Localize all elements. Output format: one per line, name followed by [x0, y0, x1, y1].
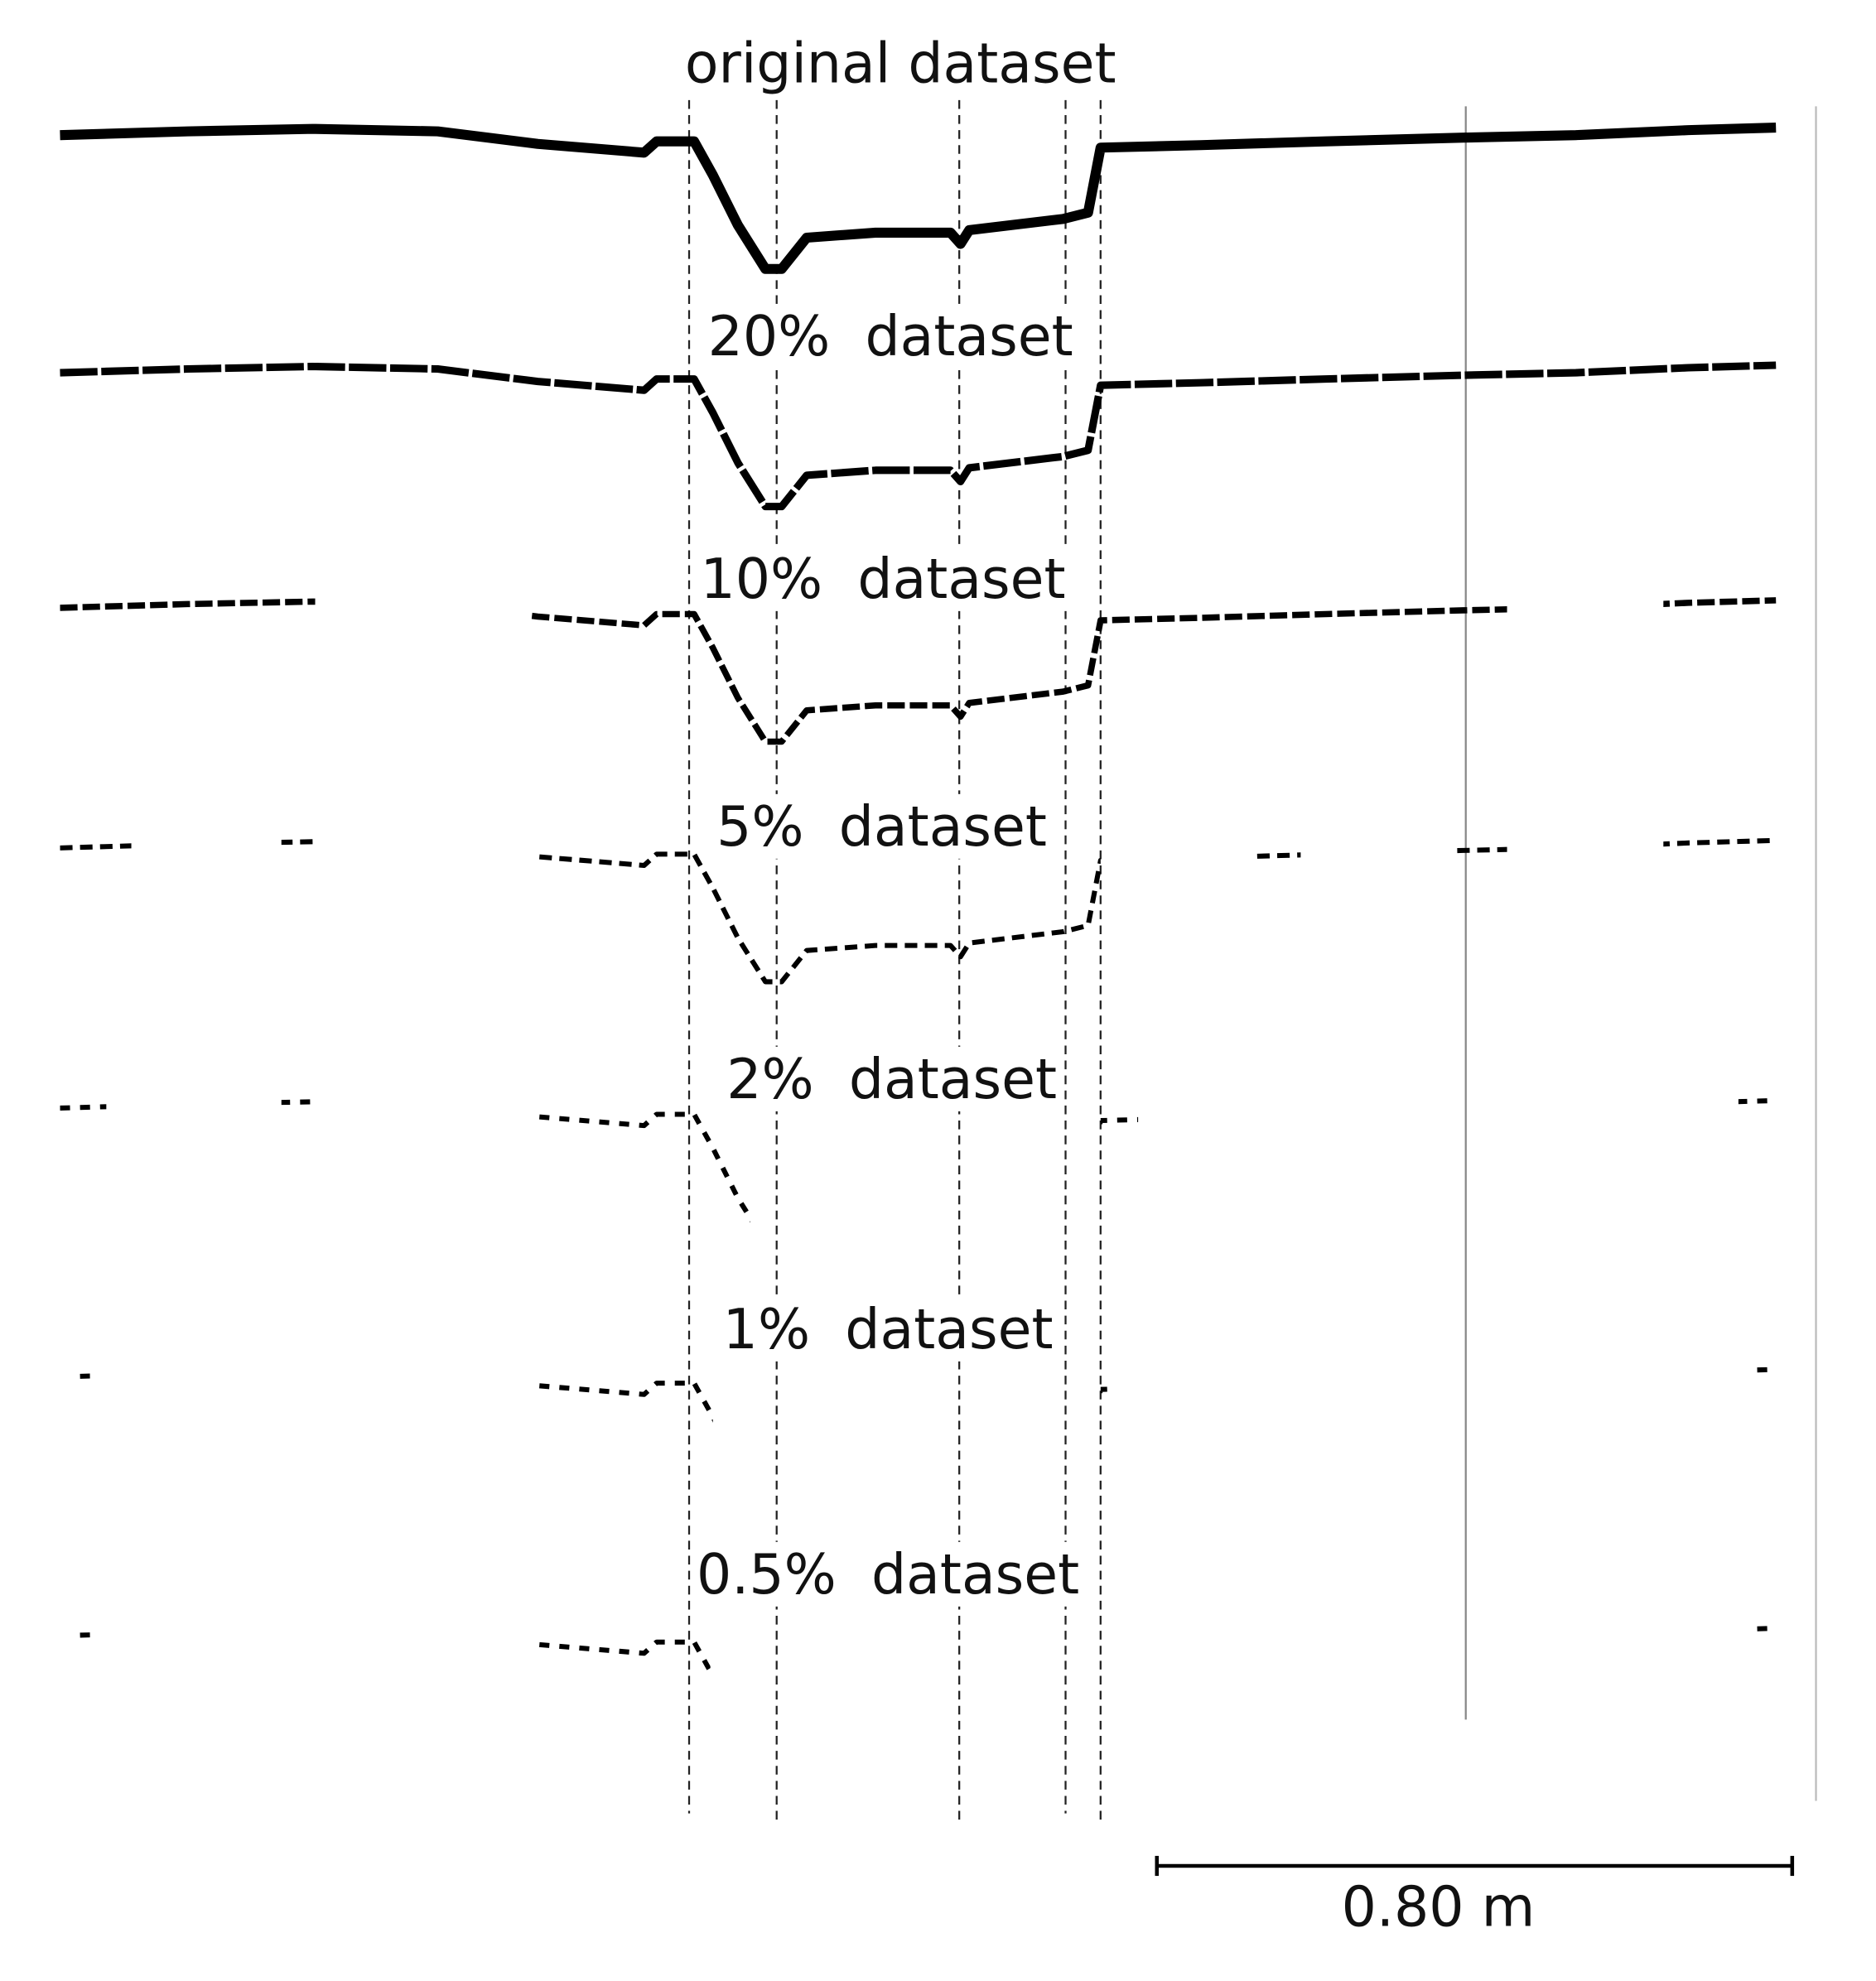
dataset-label: 5% dataset: [716, 794, 1047, 859]
dataset-label: 10% dataset: [701, 547, 1066, 611]
point-profile: [60, 361, 1777, 511]
labels: original dataset 20% dataset 10% dataset 5%…: [679, 31, 1121, 1607]
label-background: [721, 1046, 1063, 1111]
dataset-label: 20% dataset: [708, 304, 1073, 369]
dataset-label: 0.5% dataset: [697, 1542, 1079, 1607]
scale-bar: 0.80 m: [1155, 1855, 1795, 1939]
label-background: [695, 546, 1071, 611]
label-background: [717, 1296, 1059, 1362]
dataset-label: original dataset: [685, 31, 1116, 96]
label-background: [691, 1541, 1085, 1607]
point-profile: [60, 123, 1777, 274]
label-background: [711, 793, 1053, 859]
scale-bar-label: 0.80 m: [1342, 1874, 1536, 1939]
point-profile: [60, 597, 1777, 745]
label-background: [679, 31, 1121, 96]
dataset-label: 1% dataset: [723, 1297, 1054, 1362]
dataset-label: 2% dataset: [726, 1047, 1057, 1111]
label-background: [702, 303, 1078, 369]
